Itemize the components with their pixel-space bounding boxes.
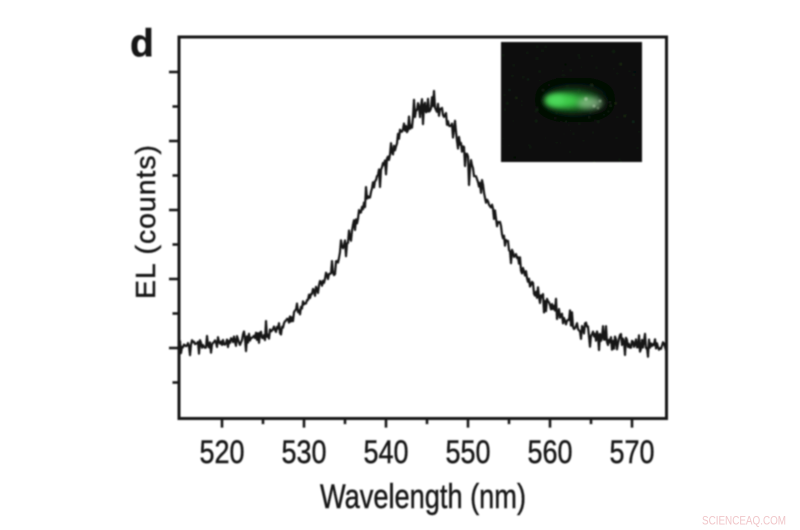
svg-text:570: 570 <box>610 434 655 470</box>
svg-text:550: 550 <box>446 434 491 470</box>
svg-text:Wavelength (nm): Wavelength (nm) <box>320 478 526 516</box>
svg-text:530: 530 <box>282 434 327 470</box>
svg-text:560: 560 <box>528 434 573 470</box>
svg-text:SCIENCEAQ.COM: SCIENCEAQ.COM <box>702 514 786 528</box>
svg-text:EL (counts): EL (counts) <box>130 144 161 299</box>
svg-text:d: d <box>130 22 154 65</box>
svg-text:540: 540 <box>364 434 409 470</box>
svg-text:520: 520 <box>200 434 245 470</box>
